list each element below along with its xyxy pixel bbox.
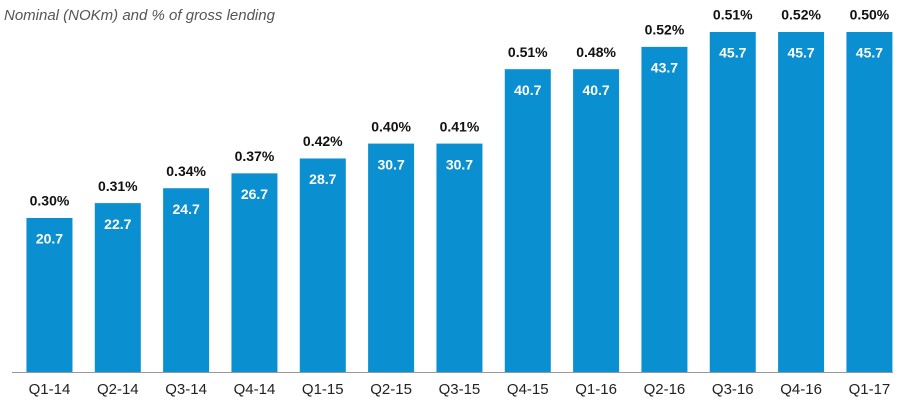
percent-label: 0.34% <box>166 163 206 179</box>
x-tick-label: Q3-16 <box>712 381 754 398</box>
percent-label: 0.31% <box>98 178 138 194</box>
value-label: 45.7 <box>856 45 883 61</box>
percent-label: 0.40% <box>371 118 411 134</box>
x-tick-label: Q1-14 <box>29 381 71 398</box>
percent-label: 0.52% <box>645 22 685 38</box>
value-label: 22.7 <box>104 216 131 232</box>
value-label: 24.7 <box>173 201 200 217</box>
bar <box>299 158 346 372</box>
bar <box>504 69 551 372</box>
value-label: 30.7 <box>377 156 404 172</box>
bar <box>231 173 278 372</box>
percent-label: 0.48% <box>576 44 616 60</box>
percent-label: 0.50% <box>850 7 890 23</box>
value-label: 26.7 <box>241 186 268 202</box>
x-tick-label: Q2-16 <box>644 381 686 398</box>
bar <box>368 143 415 372</box>
bar <box>163 188 210 372</box>
x-tick-label: Q1-15 <box>302 381 344 398</box>
value-label: 40.7 <box>582 82 609 98</box>
value-label: 20.7 <box>36 231 63 247</box>
x-tick-label: Q4-14 <box>234 381 276 398</box>
percent-label: 0.51% <box>508 44 548 60</box>
value-label: 45.7 <box>719 45 746 61</box>
bar <box>94 203 141 372</box>
x-tick-label: Q4-16 <box>780 381 822 398</box>
value-label: 30.7 <box>446 156 473 172</box>
bar <box>641 46 688 372</box>
value-label: 43.7 <box>651 60 678 76</box>
percent-label: 0.41% <box>440 118 480 134</box>
x-tick-label: Q3-15 <box>439 381 481 398</box>
bar <box>709 31 756 372</box>
percent-label: 0.37% <box>235 148 275 164</box>
bar <box>846 31 893 372</box>
percent-label: 0.42% <box>303 133 343 149</box>
x-tick-label: Q1-17 <box>849 381 891 398</box>
bar <box>26 217 73 372</box>
percent-label: 0.52% <box>781 7 821 23</box>
x-tick-label: Q2-15 <box>370 381 412 398</box>
x-tick-label: Q4-15 <box>507 381 549 398</box>
value-label: 45.7 <box>787 45 814 61</box>
value-label: 28.7 <box>309 171 336 187</box>
bar <box>778 31 825 372</box>
bar <box>436 143 483 372</box>
bar <box>573 69 620 372</box>
value-label: 40.7 <box>514 82 541 98</box>
percent-label: 0.30% <box>30 193 70 209</box>
percent-label: 0.51% <box>713 7 753 23</box>
chart-title: Nominal (NOKm) and % of gross lending <box>4 7 276 24</box>
x-tick-label: Q1-16 <box>575 381 617 398</box>
x-tick-label: Q2-14 <box>97 381 139 398</box>
x-tick-label: Q3-14 <box>165 381 207 398</box>
